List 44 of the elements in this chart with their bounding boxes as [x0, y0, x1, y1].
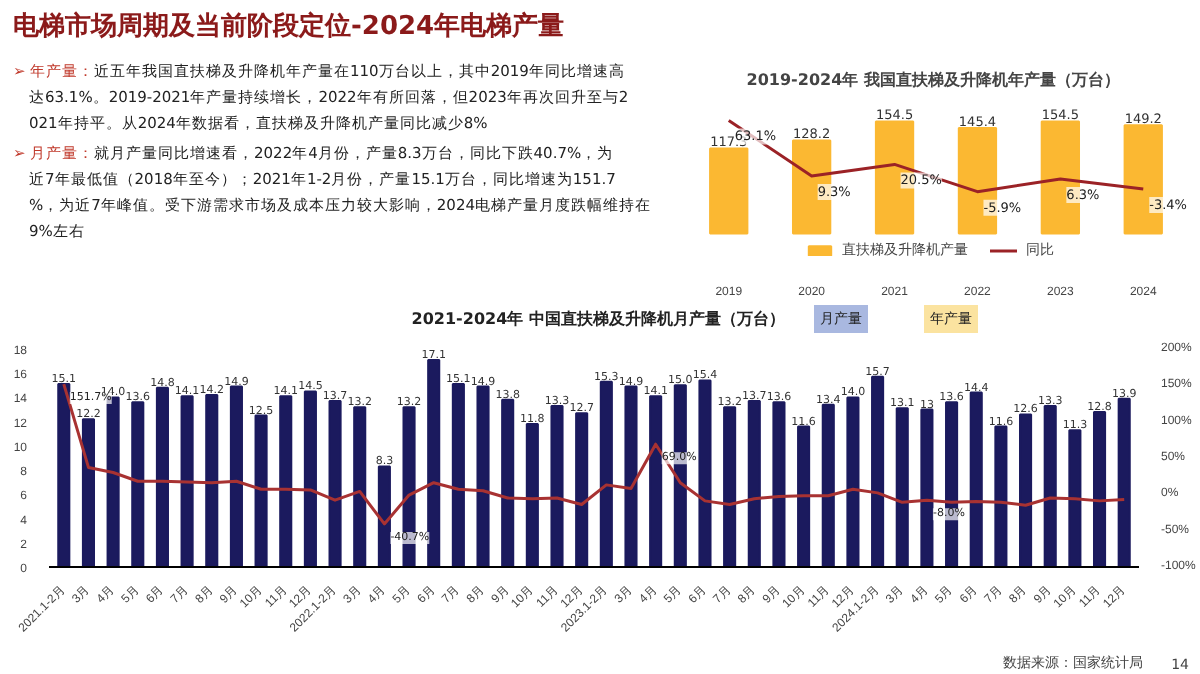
bar [575, 412, 589, 567]
bar [180, 395, 194, 567]
bar [723, 406, 737, 567]
bar [377, 465, 391, 567]
bar [747, 400, 761, 567]
bar [846, 396, 860, 567]
bar [871, 375, 885, 567]
bar [81, 418, 96, 567]
bar [821, 403, 835, 567]
chart-title: 2021-2024年 中国直扶梯及升降机月产量（万台） [411, 310, 785, 328]
bar [254, 414, 268, 567]
bar [155, 386, 169, 567]
bar [1019, 413, 1033, 567]
bar [895, 407, 909, 567]
bar [994, 425, 1008, 567]
bar [501, 398, 515, 567]
bar [131, 401, 145, 567]
bar [624, 385, 638, 567]
chart-title: 2019-2024年 我国直扶梯及升降机年产量（万台） [746, 71, 1120, 89]
bar [525, 423, 539, 567]
bar [353, 406, 367, 567]
bar [1092, 410, 1107, 567]
bar [920, 408, 934, 567]
bar [969, 391, 983, 567]
bar [797, 425, 811, 567]
bar [279, 395, 293, 567]
bar [427, 358, 441, 567]
bar [328, 400, 342, 567]
bar [57, 383, 71, 567]
bar [599, 380, 613, 567]
bar [772, 401, 786, 567]
bar [476, 385, 490, 567]
bar [1117, 397, 1131, 567]
bar [698, 379, 712, 567]
text: 电梯市场周期及当前阶段定位-2024年电梯产量 [13, 10, 565, 42]
bar [229, 385, 243, 567]
bar [550, 404, 564, 567]
bar [649, 395, 663, 567]
bar [303, 390, 317, 567]
bar [451, 383, 465, 567]
bar [1068, 429, 1082, 567]
bar [709, 147, 749, 235]
bar [1043, 404, 1057, 567]
bar [205, 394, 219, 567]
